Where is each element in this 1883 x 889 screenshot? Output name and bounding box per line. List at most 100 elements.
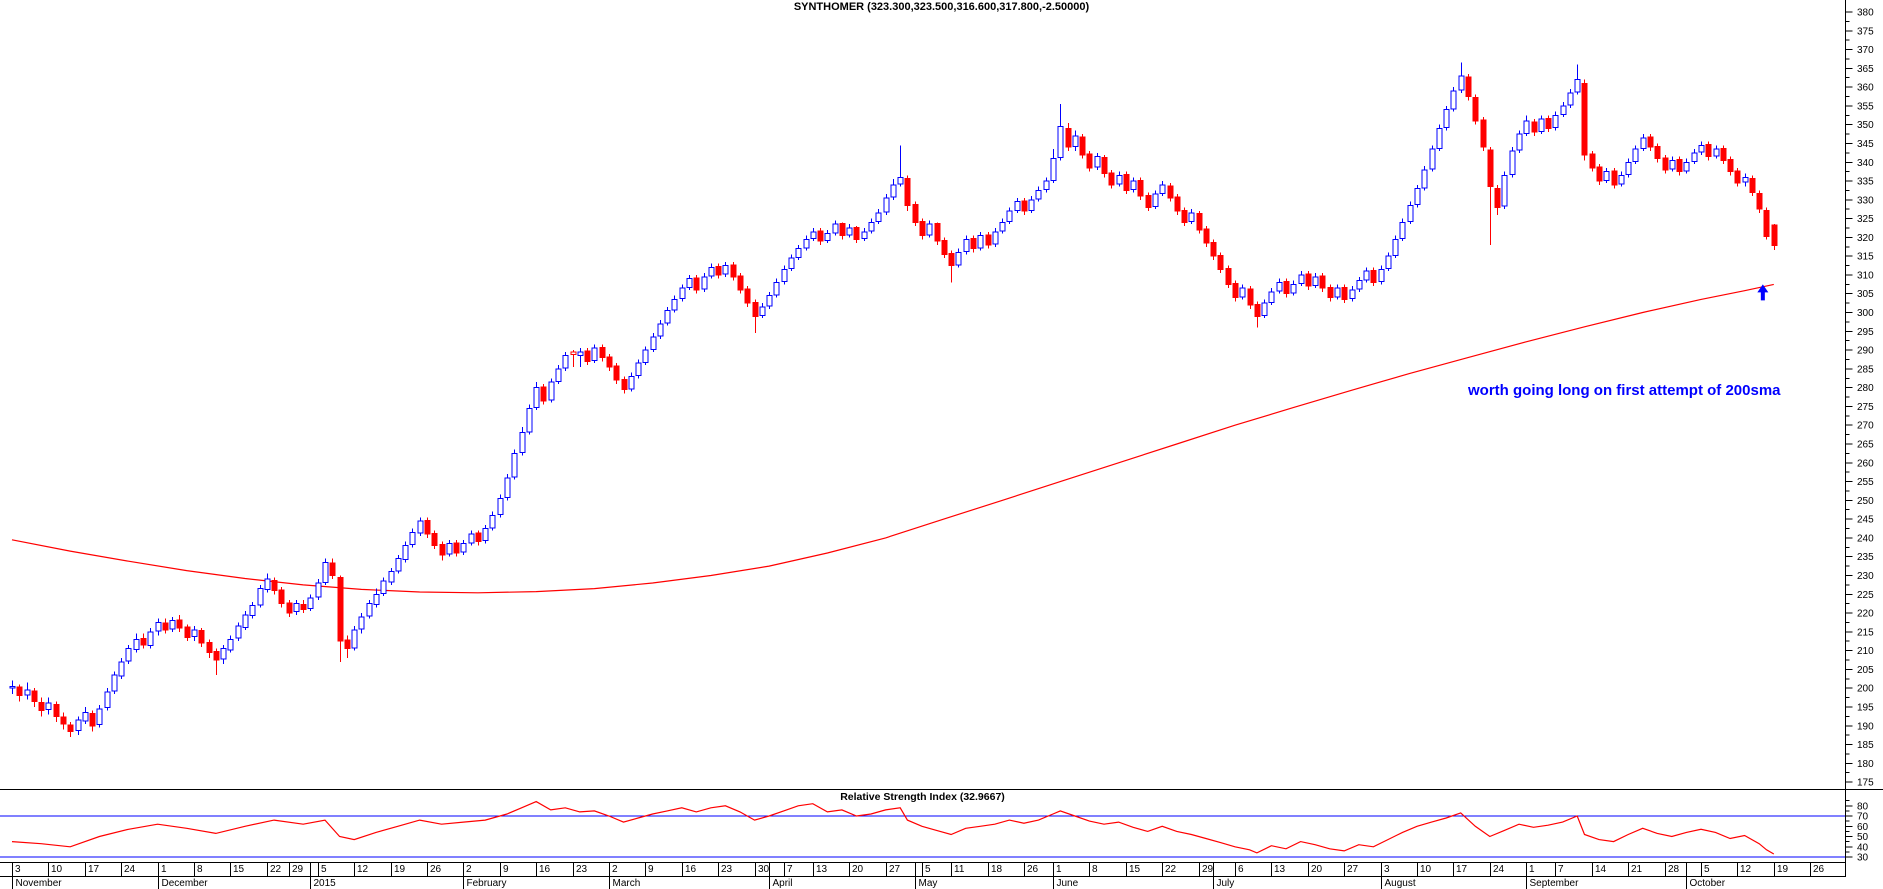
- candle: [1691, 149, 1698, 165]
- candle: [628, 372, 635, 392]
- svg-text:380: 380: [1857, 8, 1874, 19]
- candle: [832, 220, 839, 236]
- candle: [1225, 265, 1232, 289]
- svg-text:315: 315: [1857, 252, 1874, 263]
- svg-text:2: 2: [466, 864, 472, 875]
- candle: [1159, 181, 1166, 197]
- candle: [373, 588, 380, 608]
- candle: [395, 554, 402, 574]
- candle: [555, 365, 562, 384]
- svg-text:29: 29: [292, 864, 304, 875]
- buy-arrow-icon[interactable]: [1757, 284, 1769, 301]
- candle: [1756, 190, 1763, 213]
- candle: [985, 231, 992, 249]
- rsi-line: [11, 800, 1775, 855]
- candle: [293, 599, 300, 615]
- candle: [1618, 171, 1625, 187]
- svg-text:10: 10: [1420, 864, 1432, 875]
- candle: [155, 618, 162, 636]
- svg-text:175: 175: [1857, 778, 1874, 789]
- candle: [963, 235, 970, 255]
- svg-text:22: 22: [270, 864, 282, 875]
- candle: [1763, 207, 1770, 240]
- svg-text:290: 290: [1857, 346, 1874, 357]
- chart-title: SYNTHOMER (323.300,323.500,316.600,317.8…: [793, 1, 1090, 13]
- candle: [1035, 186, 1042, 202]
- candle: [191, 626, 198, 642]
- sma-200-line: [11, 283, 1774, 594]
- candle: [708, 263, 715, 279]
- candle: [38, 697, 45, 717]
- candle: [184, 624, 191, 642]
- svg-text:13: 13: [816, 864, 828, 875]
- svg-text:19: 19: [394, 864, 406, 875]
- svg-text:3: 3: [15, 864, 21, 875]
- candle: [1123, 171, 1130, 195]
- candle: [111, 671, 118, 694]
- candle: [1407, 201, 1414, 225]
- candle: [970, 235, 977, 253]
- svg-text:19: 19: [1777, 864, 1789, 875]
- candle: [1028, 196, 1035, 213]
- svg-text:2: 2: [612, 864, 618, 875]
- candle: [584, 348, 591, 366]
- candle: [242, 611, 249, 630]
- candle: [810, 228, 817, 242]
- svg-text:355: 355: [1857, 101, 1874, 112]
- candle: [1458, 62, 1465, 93]
- candle: [577, 348, 584, 367]
- candle: [839, 222, 846, 240]
- candle: [1531, 119, 1538, 136]
- candle: [1429, 145, 1436, 172]
- candle: [1465, 73, 1472, 101]
- candle: [1385, 252, 1392, 272]
- candle: [176, 614, 183, 632]
- annotation-text[interactable]: worth going long on first attempt of 200…: [1468, 382, 1781, 400]
- candle: [1327, 284, 1334, 302]
- candle: [1487, 147, 1494, 245]
- candle: [1698, 141, 1705, 155]
- candle: [919, 218, 926, 240]
- candle: [606, 353, 613, 371]
- candle: [1101, 154, 1108, 178]
- svg-text:April: April: [773, 878, 793, 889]
- candle: [657, 320, 664, 339]
- svg-text:285: 285: [1857, 364, 1874, 375]
- svg-text:340: 340: [1857, 158, 1874, 169]
- candle: [1210, 239, 1217, 260]
- candle: [1625, 158, 1632, 178]
- candle: [1312, 273, 1319, 289]
- candle: [1137, 177, 1144, 200]
- candle: [1167, 182, 1174, 202]
- candle: [1581, 79, 1588, 161]
- candle: [1152, 190, 1159, 210]
- candle: [744, 286, 751, 307]
- candle: [1596, 164, 1603, 185]
- candle: [1472, 94, 1479, 125]
- candle: [1647, 134, 1654, 151]
- candle: [526, 404, 533, 435]
- candle: [686, 274, 693, 290]
- candle: [249, 601, 256, 619]
- candle: [1378, 265, 1385, 285]
- candle: [60, 712, 67, 730]
- candle: [904, 175, 911, 212]
- svg-text:360: 360: [1857, 83, 1874, 94]
- candle: [671, 295, 678, 313]
- candle: [118, 658, 125, 679]
- candle: [1057, 104, 1064, 161]
- candle: [337, 575, 344, 662]
- candle: [1567, 89, 1574, 108]
- candle: [1021, 197, 1028, 215]
- candle: [1480, 117, 1487, 151]
- candle: [75, 716, 82, 736]
- candle: [1632, 145, 1639, 165]
- candle: [1574, 64, 1581, 95]
- svg-text:245: 245: [1857, 515, 1874, 526]
- candle: [497, 494, 504, 518]
- candle: [489, 511, 496, 531]
- candle: [1603, 167, 1610, 183]
- candle: [322, 558, 329, 585]
- candle: [1654, 143, 1661, 163]
